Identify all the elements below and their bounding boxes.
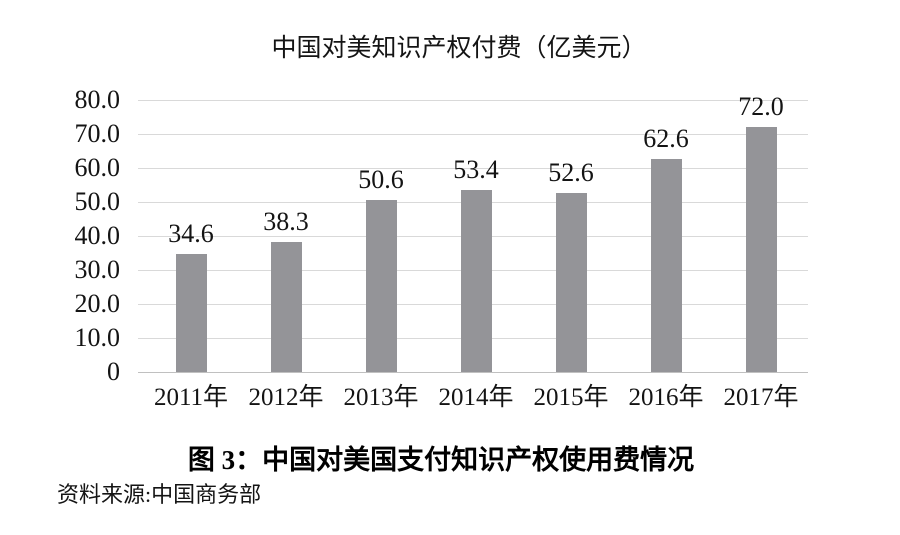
y-axis-tick-label: 60.0: [74, 153, 121, 182]
bar-2015: [556, 193, 587, 372]
bar-2012: [271, 242, 302, 372]
gridline: [138, 100, 808, 101]
bar-2014: [461, 190, 492, 372]
x-axis-tick-label: 2015年: [533, 384, 609, 411]
source-note: 资料来源:中国商务部: [57, 482, 262, 507]
bar-value-label: 53.4: [453, 155, 499, 184]
x-axis-tick-label: 2016年: [628, 384, 704, 411]
y-axis-tick-label: 70.0: [74, 119, 121, 148]
chart-title: 中国对美知识产权付费（亿美元）: [271, 35, 647, 62]
bar-2016: [651, 159, 682, 372]
bar-2013: [366, 200, 397, 372]
bar-2017: [746, 127, 777, 372]
bar-value-label: 52.6: [548, 158, 594, 187]
x-axis-tick-label: 2012年: [248, 384, 324, 411]
figure-caption: 图 3：中国对美国支付知识产权使用费情况: [187, 445, 695, 475]
x-axis-tick-label: 2013年: [343, 384, 419, 411]
gridline: [138, 134, 808, 135]
y-axis-tick-label: 40.0: [74, 221, 121, 250]
y-axis-tick-label: 80.0: [74, 85, 121, 114]
x-axis-line: [138, 372, 808, 373]
y-axis-tick-label: 50.0: [74, 187, 121, 216]
bar-value-label: 34.6: [168, 219, 214, 248]
x-axis-tick-label: 2011年: [153, 384, 229, 411]
bar-value-label: 38.3: [263, 207, 309, 236]
x-axis-tick-label: 2014年: [438, 384, 514, 411]
bar-value-label: 72.0: [738, 92, 784, 121]
x-axis-tick-label: 2017年: [723, 384, 799, 411]
y-axis-tick-label: 10.0: [74, 323, 121, 352]
bar-value-label: 50.6: [358, 165, 404, 194]
bar-2011: [176, 254, 207, 372]
gridline: [138, 168, 808, 169]
bar-value-label: 62.6: [643, 124, 689, 153]
y-axis-tick-label: 0: [107, 357, 120, 386]
y-axis-tick-label: 30.0: [74, 255, 121, 284]
y-axis-tick-label: 20.0: [74, 289, 121, 318]
